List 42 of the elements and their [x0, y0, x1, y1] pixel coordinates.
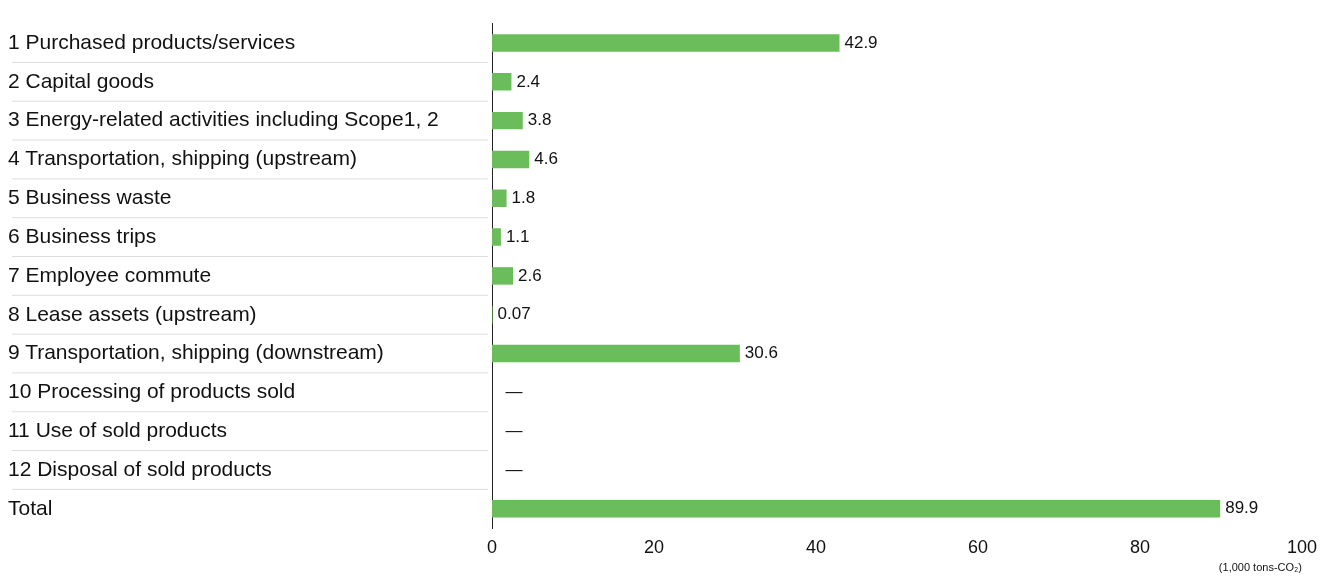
data-label: 1.8	[511, 187, 536, 207]
y-tick-label: 8 Lease assets (upstream)	[8, 301, 257, 325]
data-label: 2.4	[516, 71, 541, 91]
x-tick-label: 100	[1286, 536, 1318, 557]
y-tick-label: 7 Employee commute	[8, 262, 212, 286]
x-tick-label: 40	[805, 536, 827, 557]
y-tick-label: 1 Purchased products/services	[8, 29, 296, 53]
bar	[492, 73, 512, 91]
bar	[492, 344, 740, 363]
data-label: 30.6	[744, 343, 778, 363]
x-tick-label: 0	[486, 536, 498, 557]
data-label: 2.6	[518, 265, 542, 285]
bar	[492, 111, 523, 130]
x-tick-label: 80	[1129, 536, 1151, 557]
bar	[492, 150, 530, 169]
x-tick-label: 20	[643, 536, 665, 557]
text: —	[505, 459, 523, 479]
y-tick-label: 12 Disposal of sold products	[8, 456, 272, 480]
y-tick-label: 3 Energy-related activities including Scope1, 2	[8, 107, 439, 131]
y-tick-label: 2 Capital goods	[8, 68, 154, 92]
y-tick-label: 10 Processing of products sold	[8, 379, 296, 403]
data-label: 1.1	[505, 226, 530, 246]
y-tick-label: 5 Business waste	[8, 185, 172, 209]
y-tick-label: 4 Transportation, shipping (upstream)	[8, 146, 358, 170]
x-tick-label: 60	[967, 536, 989, 557]
data-label: 42.9	[844, 32, 878, 52]
text: —	[505, 420, 523, 440]
text: —	[505, 382, 523, 402]
data-label: 3.8	[527, 110, 552, 130]
bar	[492, 189, 507, 207]
y-tick-label: 6 Business trips	[8, 223, 157, 247]
y-tick-label: 9 Transportation, shipping (downstream)	[8, 340, 384, 364]
data-label: 0.07	[497, 304, 531, 324]
data-label: 89.9	[1225, 498, 1259, 518]
data-label: 4.6	[534, 149, 558, 169]
x-axis-title: (1,000 tons-CO₂)	[1218, 561, 1302, 574]
bar	[492, 267, 514, 285]
bar	[492, 34, 840, 52]
y-tick-label: Total	[8, 495, 53, 519]
bar	[492, 500, 1221, 518]
bar	[492, 228, 501, 246]
y-tick-label: 11 Use of sold products	[8, 417, 228, 441]
